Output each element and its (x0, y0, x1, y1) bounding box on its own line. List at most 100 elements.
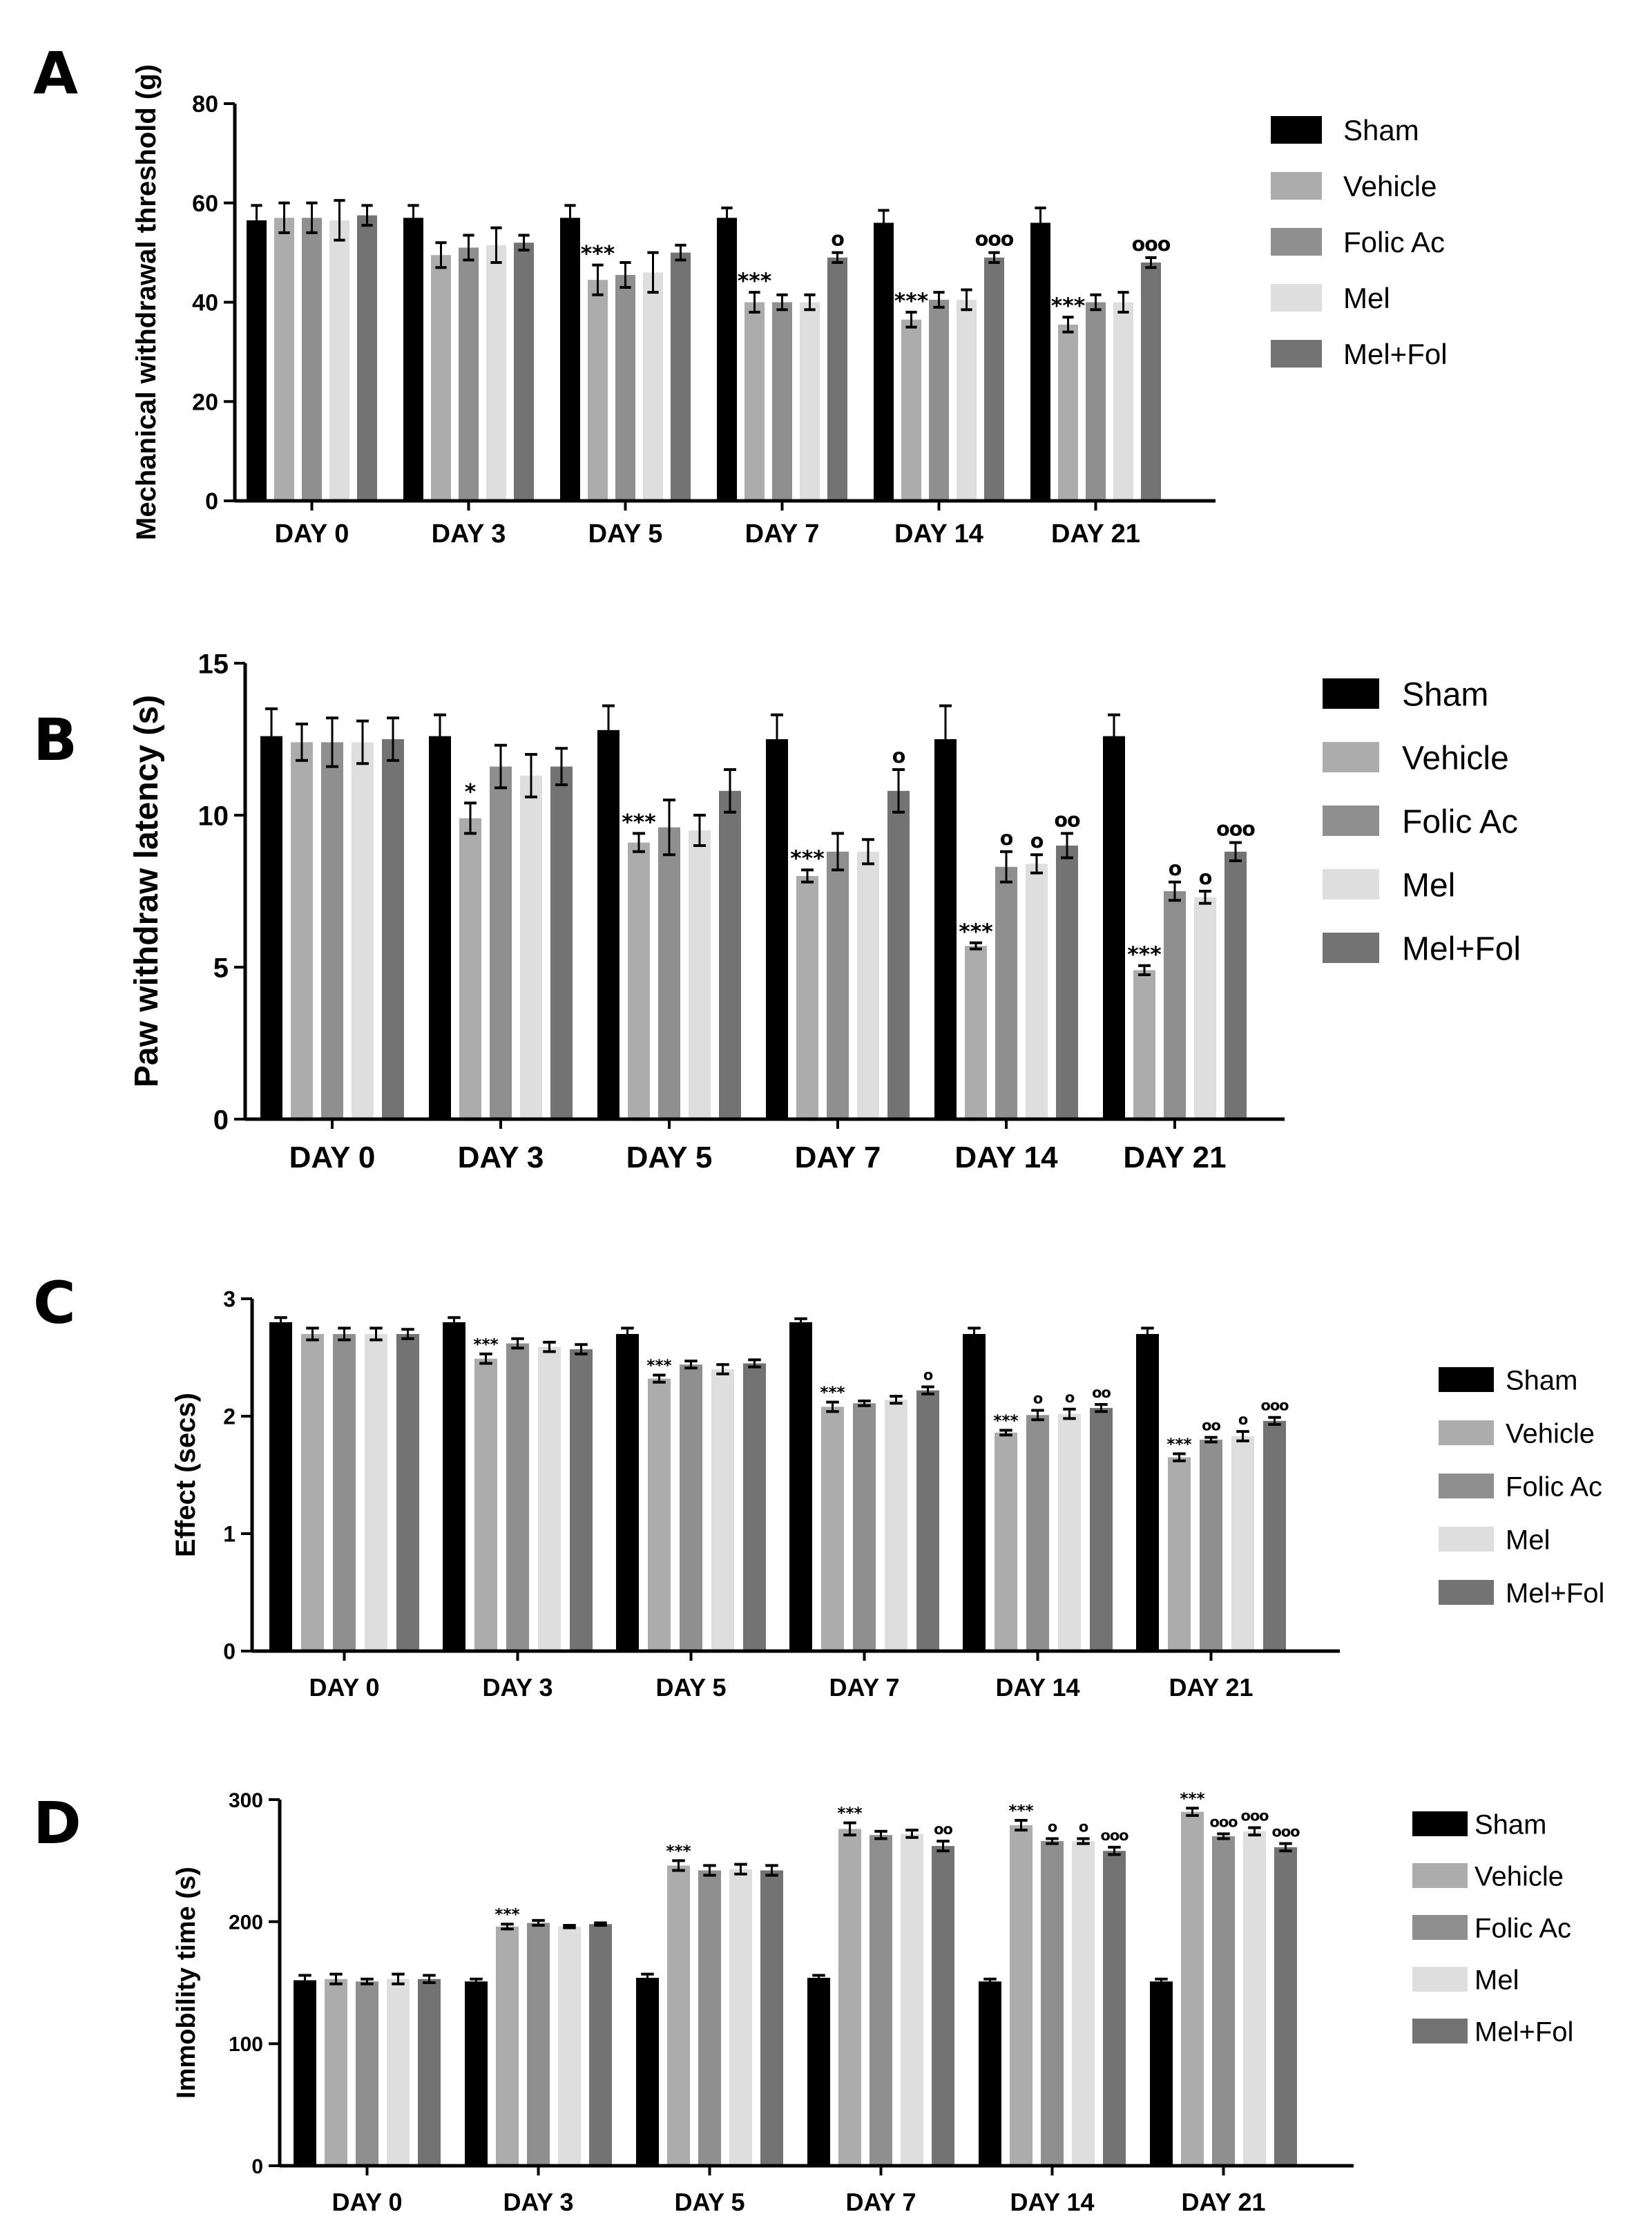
bar-mel-day-5 (711, 1369, 734, 1651)
bar-sham-day-21 (1136, 1334, 1159, 1651)
significance-mark: o (923, 1367, 933, 1384)
x-tick-label: DAY 3 (458, 1141, 544, 1174)
legend-swatch (1323, 933, 1379, 963)
legend-swatch (1271, 340, 1322, 368)
legend-swatch (1271, 284, 1322, 312)
bar-folic-ac-day-14 (1026, 1415, 1049, 1651)
significance-mark: oo (934, 1821, 952, 1838)
bar-mel-day-7 (901, 1833, 923, 2166)
y-tick-label: 0 (251, 2155, 263, 2178)
legend-swatch (1323, 806, 1379, 836)
significance-mark: o (1048, 1819, 1057, 1836)
bar-vehicle-day-5 (648, 1378, 671, 1651)
bar-mel-day-3 (538, 1346, 561, 1651)
x-tick-label: DAY 21 (1181, 2188, 1265, 2216)
significance-mark: o (1079, 1819, 1088, 1836)
y-tick-label: 0 (213, 1105, 229, 1135)
legend-label: Vehicle (1475, 1861, 1564, 1891)
bar-sham-day-7 (789, 1322, 812, 1651)
bar-mel-fol-day-7 (932, 1846, 954, 2166)
x-tick-label: DAY 7 (829, 1673, 899, 1702)
bar-folic-ac-day-3 (490, 766, 512, 1119)
bar-sham-day-3 (429, 736, 451, 1119)
bar-folic-ac-day-7 (853, 1403, 876, 1651)
y-axis-title: Paw withdraw latency (s) (128, 695, 165, 1087)
significance-mark: *** (581, 242, 615, 267)
bar-mel-day-5 (729, 1869, 752, 2166)
legend-label: Sham (1343, 114, 1419, 146)
x-tick-label: DAY 21 (1123, 1141, 1226, 1174)
significance-mark: ooo (975, 228, 1014, 251)
bar-folic-ac-day-14 (929, 299, 949, 501)
bar-sham-day-14 (934, 739, 957, 1119)
x-tick-label: DAY 0 (309, 1673, 379, 1702)
y-tick-label: 0 (223, 1639, 236, 1664)
y-tick-label: 10 (198, 801, 229, 831)
significance-mark: o (1238, 1411, 1248, 1428)
bar-mel-day-5 (689, 830, 711, 1119)
x-tick-label: DAY 14 (1010, 2188, 1094, 2216)
legend-swatch (1412, 1915, 1468, 1940)
legend-label: Vehicle (1506, 1418, 1595, 1449)
y-axis-title: Effect (secs) (171, 1393, 201, 1557)
panel-letter: B (33, 706, 77, 774)
bar-mel-day-3 (558, 1926, 581, 2166)
legend-label: Sham (1402, 676, 1488, 713)
legend: Sham Vehicle Folic Ac Mel Mel+Fol (1412, 1809, 1573, 2047)
significance-mark: o (831, 228, 844, 251)
bar-mel-day-21 (1243, 1831, 1266, 2166)
bar-folic-ac-day-0 (321, 742, 343, 1119)
bar-mel-fol-day-14 (1090, 1408, 1113, 1651)
y-tick-label: 20 (192, 389, 218, 415)
legend-swatch (1271, 228, 1322, 256)
x-tick-label: DAY 0 (332, 2188, 402, 2216)
x-tick-label: DAY 0 (289, 1141, 376, 1174)
legend: Sham Vehicle Folic Ac Mel Mel+Fol (1271, 114, 1448, 370)
legend-swatch (1271, 172, 1322, 200)
legend-swatch (1412, 1811, 1468, 1836)
significance-mark: ooo (1240, 1808, 1269, 1824)
legend-label: Mel+Fol (1343, 338, 1448, 370)
significance-mark: *** (894, 289, 928, 314)
bar-folic-ac-day-14 (1041, 1841, 1064, 2166)
significance-mark: o (1199, 866, 1212, 889)
significance-mark: o (1065, 1389, 1075, 1406)
bar-mel-fol-day-21 (1274, 1847, 1297, 2166)
bar-vehicle-day-0 (301, 1334, 324, 1651)
y-axis-title: Immobility time (s) (172, 1867, 201, 2099)
bar-sham-day-21 (1150, 1981, 1173, 2166)
bar-sham-day-5 (616, 1334, 639, 1651)
bar-mel-fol-day-21 (1141, 263, 1161, 501)
significance-mark: oo (1054, 808, 1080, 831)
bar-vehicle-day-5 (588, 280, 608, 501)
bar-folic-ac-day-5 (698, 1870, 721, 2166)
bar-vehicle-day-3 (474, 1358, 497, 1651)
significance-mark: *** (494, 1906, 519, 1924)
bar-vehicle-day-21 (1168, 1457, 1191, 1651)
x-tick-label: DAY 7 (795, 1141, 881, 1174)
bar-vehicle-day-14 (1010, 1825, 1032, 2166)
bar-vehicle-day-0 (291, 742, 313, 1119)
bar-sham-day-5 (560, 218, 580, 501)
legend-swatch (1412, 1863, 1468, 1888)
bar-mel-day-3 (486, 245, 506, 501)
bar-vehicle-day-5 (628, 842, 650, 1119)
legend-label: Sham (1475, 1809, 1547, 1840)
panel-letter: D (33, 1789, 81, 1857)
panel-letter: C (33, 1269, 76, 1337)
legend-swatch (1412, 1967, 1468, 1992)
legend-swatch (1412, 2019, 1468, 2043)
legend: Sham Vehicle Folic Ac Mel Mel+Fol (1323, 676, 1521, 967)
y-tick-label: 300 (229, 1789, 263, 1812)
bar-folic-ac-day-3 (527, 1923, 550, 2166)
significance-mark: * (465, 779, 476, 804)
bar-vehicle-day-21 (1058, 324, 1078, 501)
significance-mark: *** (1008, 1802, 1033, 1820)
x-tick-label: DAY 3 (432, 520, 506, 549)
legend: Sham Vehicle Folic Ac Mel Mel+Fol (1439, 1365, 1604, 1608)
legend-swatch (1439, 1474, 1494, 1498)
bar-vehicle-day-14 (995, 1432, 1017, 1651)
